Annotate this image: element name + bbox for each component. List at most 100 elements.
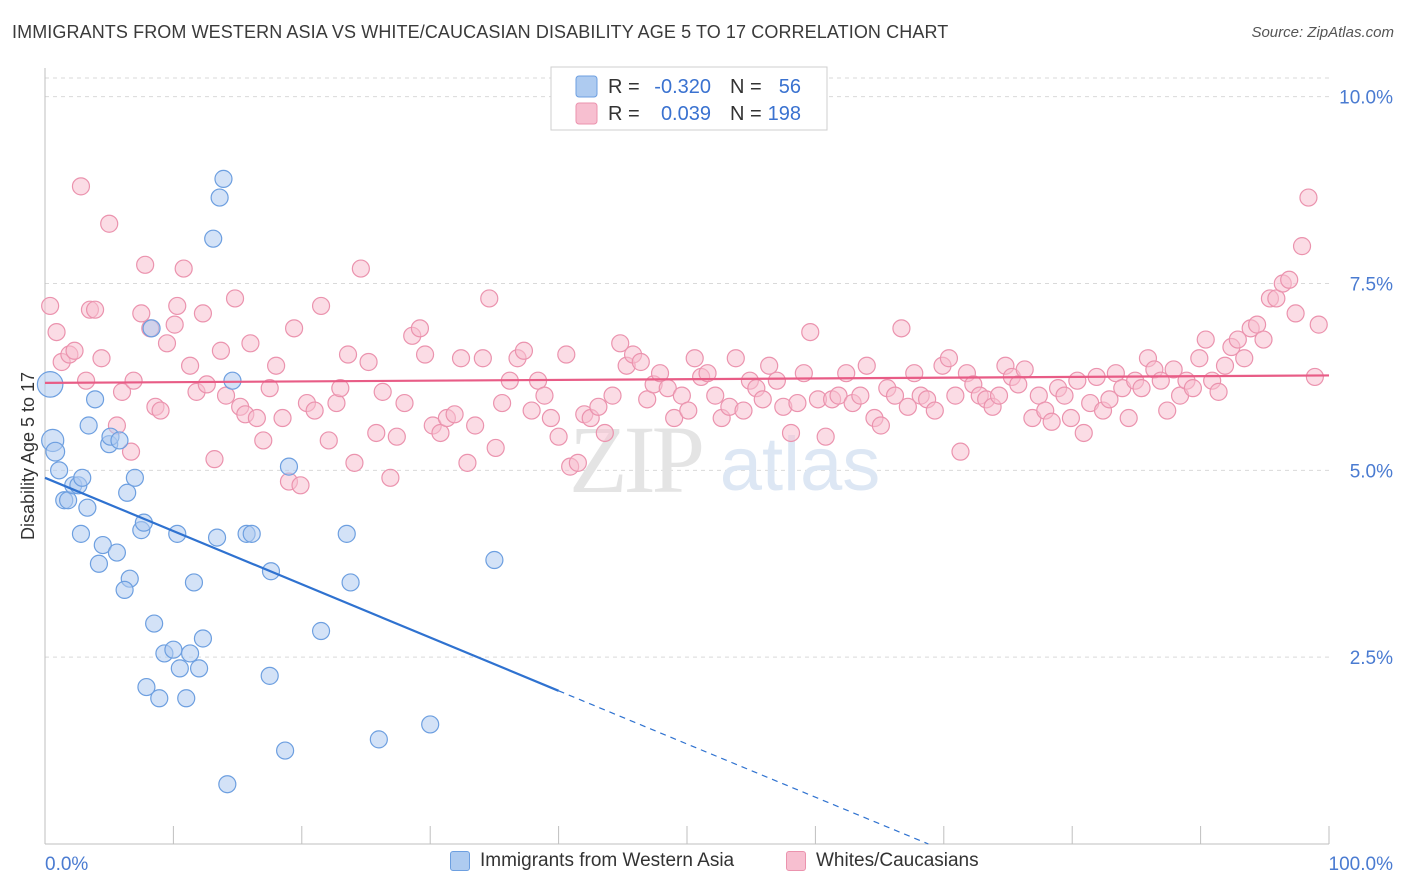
data-point	[925, 401, 944, 420]
data-point	[76, 371, 96, 390]
data-point	[885, 386, 905, 405]
data-point	[132, 304, 151, 323]
data-point	[829, 386, 848, 405]
data-point	[107, 543, 127, 562]
data-point	[311, 296, 331, 316]
data-point	[327, 393, 346, 413]
series-immigrants-western-asia	[36, 169, 504, 794]
y-tick-label: 7.5%	[1350, 275, 1393, 296]
data-point	[180, 644, 200, 663]
data-point	[1299, 188, 1318, 207]
data-point	[760, 356, 779, 375]
data-point	[225, 289, 245, 308]
legend-swatch-blue	[575, 75, 598, 98]
data-point	[1100, 390, 1119, 409]
data-point	[522, 401, 541, 420]
data-point	[493, 393, 512, 413]
data-point	[78, 498, 97, 517]
data-point	[611, 334, 630, 353]
data-point	[395, 393, 414, 413]
x-tick-label-max: 100.0%	[1329, 854, 1394, 875]
data-point	[115, 580, 134, 600]
data-point	[85, 390, 105, 409]
data-point	[549, 427, 568, 446]
data-point	[311, 621, 331, 641]
data-point	[767, 371, 786, 390]
data-point	[241, 334, 260, 353]
data-point	[110, 431, 129, 450]
data-point	[1074, 423, 1093, 443]
data-point	[341, 573, 360, 592]
data-point	[150, 689, 169, 708]
data-point	[485, 550, 504, 570]
y-tick-label: 5.0%	[1350, 461, 1393, 482]
data-point	[589, 397, 608, 416]
data-point	[47, 322, 66, 342]
data-point	[45, 441, 66, 462]
data-point	[204, 229, 223, 248]
data-point	[210, 188, 229, 207]
data-point	[142, 319, 161, 338]
data-point	[36, 371, 64, 398]
y-tick-label: 2.5%	[1350, 648, 1393, 669]
data-point	[1292, 237, 1312, 256]
data-point	[698, 364, 717, 383]
x-tick-label-min: 0.0%	[45, 854, 88, 875]
data-point	[41, 296, 60, 316]
legend-item-immigrants[interactable]: Immigrants from Western Asia	[450, 850, 734, 872]
data-point	[260, 666, 279, 685]
data-point	[157, 334, 177, 353]
legend-n-value-blue: 56	[779, 76, 801, 98]
data-point	[338, 345, 358, 364]
data-point	[218, 775, 237, 794]
data-point	[1132, 379, 1151, 398]
legend-r-value-pink: 0.039	[661, 103, 711, 125]
data-point	[118, 483, 137, 502]
data-point	[410, 319, 430, 338]
data-point	[1209, 382, 1228, 401]
data-point	[267, 356, 286, 375]
data-point	[284, 319, 304, 338]
legend-r-label-pink: R =	[608, 103, 640, 125]
data-point	[706, 386, 725, 405]
data-point	[1254, 330, 1273, 349]
data-point	[291, 476, 310, 495]
data-point	[1309, 315, 1328, 334]
data-point	[121, 442, 141, 461]
legend-label-whites: Whites/Caucasians	[816, 850, 979, 871]
data-point	[331, 379, 350, 398]
data-point	[1215, 356, 1235, 375]
data-point	[305, 401, 324, 420]
source-credit: Source: ZipAtlas.com	[1251, 24, 1394, 41]
data-point	[421, 715, 440, 734]
data-point	[892, 319, 911, 338]
data-point	[1280, 270, 1299, 289]
data-point	[85, 300, 105, 319]
data-point	[254, 431, 273, 450]
data-point	[1055, 386, 1074, 405]
data-point	[193, 629, 213, 648]
grid	[45, 77, 1329, 658]
data-point	[788, 393, 807, 413]
data-point	[989, 386, 1009, 405]
data-point	[373, 382, 392, 401]
data-point	[387, 427, 406, 446]
data-point	[337, 524, 356, 543]
data-point	[92, 349, 111, 368]
data-point	[170, 659, 189, 678]
legend-item-whites[interactable]: Whites/Caucasians	[786, 850, 979, 872]
data-point	[247, 408, 266, 428]
y-axis-label: Disability Age 5 to 17	[18, 372, 38, 540]
data-point	[665, 408, 684, 428]
data-point	[1190, 349, 1209, 368]
data-point	[603, 386, 622, 405]
trend-line-pink	[44, 374, 1330, 385]
data-point	[451, 349, 471, 368]
data-point	[1196, 330, 1215, 349]
series-whites-caucasians	[41, 177, 1328, 495]
data-point	[486, 438, 505, 458]
data-point	[279, 457, 299, 476]
trend-line-extension-blue	[558, 690, 929, 845]
data-point	[679, 401, 698, 420]
